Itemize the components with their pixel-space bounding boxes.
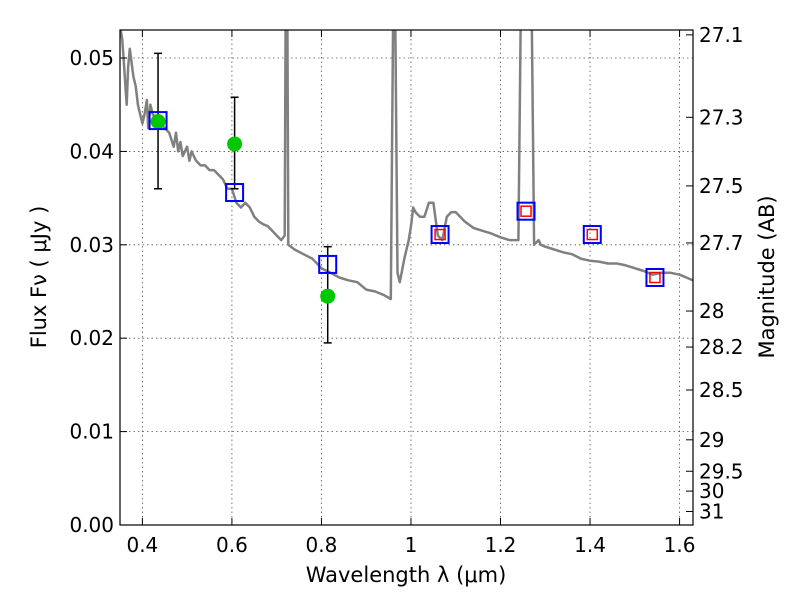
x-tick-label: 1 [405, 533, 418, 557]
magnitude-tick-label: 30 [699, 479, 724, 503]
predicted-flux-inner-square [520, 205, 532, 217]
x-tick-label: 0.6 [216, 533, 248, 557]
x-tick-label: 1.4 [574, 533, 606, 557]
plot-series [120, 30, 693, 344]
y-tick-label: 0.02 [69, 326, 114, 350]
y-tick-label: 0.00 [69, 513, 114, 537]
magnitude-tick-label: 29.5 [699, 459, 744, 483]
magnitude-tick-label: 28.2 [699, 335, 744, 359]
observed-flux-point [150, 114, 166, 130]
model-flux-square [318, 254, 338, 274]
observed-flux-point [320, 288, 336, 304]
magnitude-tick-label: 27.5 [699, 174, 744, 198]
predicted-flux-inner-square [586, 228, 599, 241]
predicted-flux-square [430, 225, 450, 245]
y-axis-label: Flux Fν ( μJy ) [27, 206, 51, 349]
y-tick-label: 0.01 [69, 420, 114, 444]
sed-model-line [120, 30, 693, 301]
observed-flux-point [227, 136, 243, 152]
predicted-flux-inner-square [649, 271, 661, 284]
y-tick-label: 0.05 [69, 46, 114, 70]
magnitude-tick-label: 28.5 [699, 378, 744, 402]
predicted-flux-square [645, 268, 665, 287]
magnitude-tick-label: 31 [699, 500, 724, 524]
plot-frame [119, 29, 694, 526]
magnitude-tick-label: 28 [699, 299, 724, 323]
x-tick-label: 1.6 [664, 533, 696, 557]
predicted-flux-square [582, 225, 602, 245]
x-tick-label: 0.8 [306, 533, 338, 557]
magnitude-tick-label: 27.1 [699, 23, 744, 47]
axis-ticks: 0.4 0.6 0.8 1 1.2 1.4 1.6 0.00 0.01 0.02 0.03 0.04 0… [69, 23, 743, 557]
x-tick-label: 0.4 [126, 533, 158, 557]
magnitude-tick-label: 29 [699, 428, 724, 452]
magnitude-tick-label: 27.7 [699, 231, 744, 255]
model-flux-square [148, 111, 168, 131]
magnitude-axis-label: Magnitude (AB) [755, 195, 779, 358]
predicted-flux-inner-square [434, 228, 446, 241]
predicted-flux-square [516, 201, 536, 221]
model-flux-square [225, 183, 245, 203]
magnitude-tick-label: 27.3 [699, 105, 744, 129]
x-tick-label: 1.2 [485, 533, 517, 557]
y-tick-label: 0.03 [69, 233, 114, 257]
y-tick-label: 0.04 [69, 139, 114, 163]
grid-lines [120, 30, 693, 526]
x-axis-label: Wavelength λ (μm) [306, 563, 507, 587]
